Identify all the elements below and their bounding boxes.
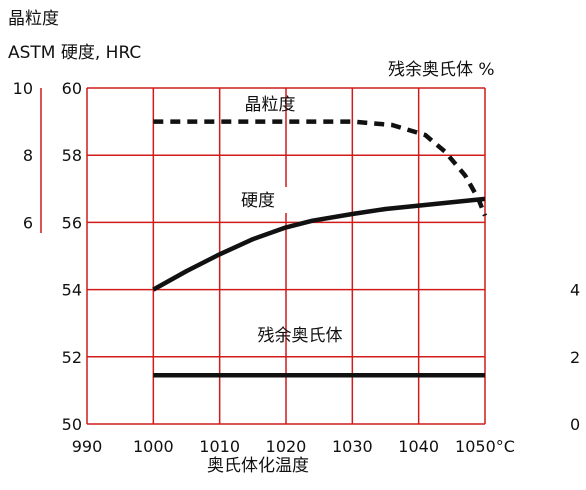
x-tick-label: 1000 — [133, 437, 174, 456]
x-tick-label: 1050°C — [455, 437, 515, 456]
grain-size-tick-label: 10 — [13, 79, 33, 98]
hrc-tick-label: 60 — [62, 79, 82, 98]
grain-size-tick-label: 8 — [23, 146, 33, 165]
series-label: 晶粒度 — [245, 95, 296, 115]
x-tick-label: 1020 — [266, 437, 307, 456]
series-line-1 — [153, 119, 488, 217]
x-axis-label: 奥氏体化温度 — [207, 456, 309, 476]
series-label: 残余奥氏体 — [258, 326, 343, 346]
x-tick-label: 990 — [72, 437, 103, 456]
title-line-2: ASTM 硬度, HRC — [8, 43, 141, 63]
austenite-tick-label: 4 — [570, 281, 580, 300]
austenite-tick-label: 2 — [570, 348, 580, 367]
x-tick-label: 1040 — [398, 437, 439, 456]
series-label: 硬度 — [241, 191, 275, 211]
hrc-tick-label: 50 — [62, 415, 82, 434]
tick-labels: 990 1000 1010 1020 1030 1040 1050°C50525456586… — [13, 79, 581, 456]
grain-size-tick-label: 6 — [23, 213, 33, 232]
series-line-2 — [152, 196, 486, 292]
hrc-tick-label: 54 — [62, 281, 82, 300]
x-tick-label: 1010 — [199, 437, 240, 456]
hrc-tick-label: 52 — [62, 348, 82, 367]
austenite-tick-label: 0 — [570, 415, 580, 434]
hrc-tick-label: 56 — [62, 213, 82, 232]
title-line-1: 晶粒度 — [8, 9, 59, 29]
right-axis-title: 残余奥氏体 % — [388, 60, 495, 80]
series-label-background — [228, 187, 288, 213]
x-tick-label: 1030 — [332, 437, 373, 456]
hrc-tick-label: 58 — [62, 146, 82, 165]
